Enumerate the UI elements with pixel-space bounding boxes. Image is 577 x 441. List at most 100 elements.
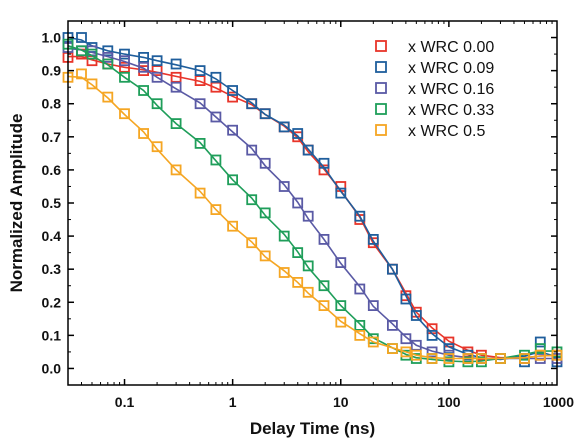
series-4-point bbox=[534, 349, 546, 361]
series-4-point bbox=[227, 220, 239, 232]
series-2-point bbox=[318, 233, 330, 245]
series-4-point bbox=[302, 286, 314, 298]
series-2-point bbox=[386, 319, 398, 331]
series-1-point bbox=[210, 71, 222, 83]
series-3-point bbox=[246, 194, 258, 206]
series-3-point bbox=[194, 137, 206, 149]
series-4-point bbox=[278, 267, 290, 278]
x-tick-label: 1 bbox=[229, 394, 237, 410]
series-4-point bbox=[462, 353, 474, 364]
series-1-point bbox=[292, 128, 304, 139]
series-4-fit-line bbox=[67, 75, 558, 360]
series-1-point bbox=[259, 108, 271, 120]
x-tick-label: 0.1 bbox=[115, 394, 135, 410]
series-0-point bbox=[227, 91, 239, 103]
series-4-point bbox=[210, 204, 222, 216]
series-4-point bbox=[354, 329, 366, 341]
series-2-point bbox=[138, 61, 150, 73]
series-2-point bbox=[259, 157, 271, 169]
series-3-point bbox=[102, 58, 114, 70]
series-2-point bbox=[194, 98, 206, 110]
series-0-point bbox=[119, 61, 130, 73]
legend-label: x WRC 0.16 bbox=[408, 81, 494, 98]
y-tick-label: 0.7 bbox=[42, 129, 62, 145]
legend-label: x WRC 0.5 bbox=[408, 123, 485, 140]
series-3-point bbox=[119, 71, 130, 83]
series-1-point bbox=[170, 58, 182, 70]
series-2-point bbox=[102, 52, 114, 63]
series-2-point bbox=[170, 81, 182, 93]
y-tick-label: 0.3 bbox=[42, 261, 62, 277]
series-4-point bbox=[170, 164, 182, 176]
series-3-point bbox=[259, 207, 271, 219]
legend-marker bbox=[375, 40, 387, 52]
series-2-point bbox=[292, 197, 304, 209]
series-4-point bbox=[495, 353, 506, 364]
legend: x WRC 0.00 x WRC 0.09 x WRC 0.16 x WRC 0.33… bbox=[375, 39, 494, 140]
y-tick-label: 0.6 bbox=[42, 162, 62, 178]
series-1-point bbox=[367, 233, 379, 245]
series-1-point bbox=[194, 65, 206, 76]
series-1-point bbox=[410, 310, 422, 321]
series-2-point bbox=[426, 346, 438, 358]
x-tick-label: 1000 bbox=[543, 394, 574, 410]
legend-marker bbox=[375, 124, 387, 136]
axis-ticks: 0.0 0.1 0.2 0.3 0.4 0.5 0.6 0.7 0.8 0.9 1.0 0.1 1 10 1… bbox=[42, 21, 574, 410]
series-3-point bbox=[534, 343, 546, 355]
series-4-point bbox=[335, 316, 347, 328]
series-3-point bbox=[170, 118, 182, 129]
series-0-point bbox=[318, 164, 330, 176]
series-2-point bbox=[400, 333, 412, 345]
series-4-point bbox=[318, 300, 330, 312]
series-2-point bbox=[210, 111, 222, 123]
chart-marks bbox=[62, 32, 563, 368]
series-4-point bbox=[138, 128, 150, 139]
series-4-point bbox=[246, 237, 258, 249]
series-1-point bbox=[246, 98, 258, 110]
y-tick-label: 0.8 bbox=[42, 96, 62, 112]
y-tick-label: 0.2 bbox=[42, 294, 62, 310]
series-4-point bbox=[386, 343, 398, 355]
series-1-point bbox=[534, 336, 546, 348]
series-3-point bbox=[151, 98, 163, 110]
series-1-point bbox=[354, 210, 366, 222]
series-2-point bbox=[354, 283, 366, 295]
series-2-point bbox=[367, 300, 379, 312]
y-tick-label: 0.1 bbox=[42, 327, 62, 343]
series-1-point bbox=[400, 293, 412, 305]
series-3-fit-line bbox=[67, 45, 557, 363]
series-1-point bbox=[76, 32, 87, 43]
series-4-point bbox=[76, 68, 87, 80]
series-3-point bbox=[86, 48, 98, 60]
y-tick-label: 0.0 bbox=[42, 360, 62, 376]
series-4-point bbox=[519, 353, 530, 364]
series-4-point bbox=[259, 250, 271, 262]
legend-marker bbox=[375, 82, 387, 94]
series-4-point bbox=[426, 353, 438, 364]
series-1-point bbox=[227, 85, 239, 96]
x-axis-title: Delay Time (ns) bbox=[250, 419, 375, 438]
legend-label: x WRC 0.00 bbox=[408, 39, 494, 56]
x-tick-label: 100 bbox=[437, 394, 461, 410]
series-1-point bbox=[302, 144, 314, 156]
series-1-point bbox=[335, 187, 347, 199]
series-0-point bbox=[194, 75, 206, 86]
series-2-point bbox=[410, 339, 422, 351]
series-4-point bbox=[292, 276, 304, 288]
series-3-point bbox=[76, 45, 87, 57]
series-1-point bbox=[102, 45, 114, 57]
legend-marker bbox=[375, 103, 387, 115]
series-1-point bbox=[119, 48, 130, 60]
series-2-point bbox=[227, 124, 239, 136]
series-2-point bbox=[119, 55, 130, 67]
y-axis-title: Normalized Amplitude bbox=[7, 114, 26, 293]
series-3-point bbox=[335, 300, 347, 312]
y-tick-label: 0.5 bbox=[42, 195, 62, 211]
series-3-point bbox=[302, 260, 314, 272]
series-3-point bbox=[354, 319, 366, 331]
series-2-point bbox=[302, 210, 314, 222]
series-1-point bbox=[278, 121, 290, 133]
series-1-point bbox=[151, 55, 163, 67]
series-4-point bbox=[194, 187, 206, 199]
